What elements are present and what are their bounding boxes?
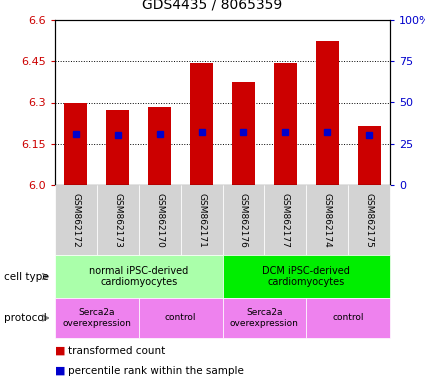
Bar: [357, 126, 380, 185]
Bar: [316, 41, 339, 185]
Text: normal iPSC-derived
cardiomyocytes: normal iPSC-derived cardiomyocytes: [89, 266, 188, 287]
Text: cell type: cell type: [4, 271, 49, 281]
Text: GSM862171: GSM862171: [197, 192, 206, 247]
Bar: [232, 83, 255, 185]
Text: Serca2a
overexpression: Serca2a overexpression: [62, 308, 131, 328]
Text: ■: ■: [55, 346, 65, 356]
Text: Serca2a
overexpression: Serca2a overexpression: [230, 308, 299, 328]
Bar: [106, 110, 129, 185]
Bar: [65, 103, 88, 185]
Text: GSM862177: GSM862177: [281, 192, 290, 247]
Text: GSM862170: GSM862170: [155, 192, 164, 247]
Text: control: control: [332, 313, 364, 323]
Text: transformed count: transformed count: [68, 346, 165, 356]
Text: DCM iPSC-derived
cardiomyocytes: DCM iPSC-derived cardiomyocytes: [262, 266, 350, 287]
Bar: [148, 107, 171, 185]
Bar: [190, 63, 213, 185]
Text: ■: ■: [55, 366, 65, 376]
Text: GSM862176: GSM862176: [239, 192, 248, 247]
Text: percentile rank within the sample: percentile rank within the sample: [68, 366, 244, 376]
Text: GSM862174: GSM862174: [323, 193, 332, 247]
Text: control: control: [165, 313, 196, 323]
Text: GSM862173: GSM862173: [113, 192, 122, 247]
Bar: [274, 63, 297, 185]
Text: GSM862172: GSM862172: [71, 193, 80, 247]
Text: GDS4435 / 8065359: GDS4435 / 8065359: [142, 0, 283, 11]
Text: protocol: protocol: [4, 313, 47, 323]
Text: GSM862175: GSM862175: [365, 192, 374, 247]
